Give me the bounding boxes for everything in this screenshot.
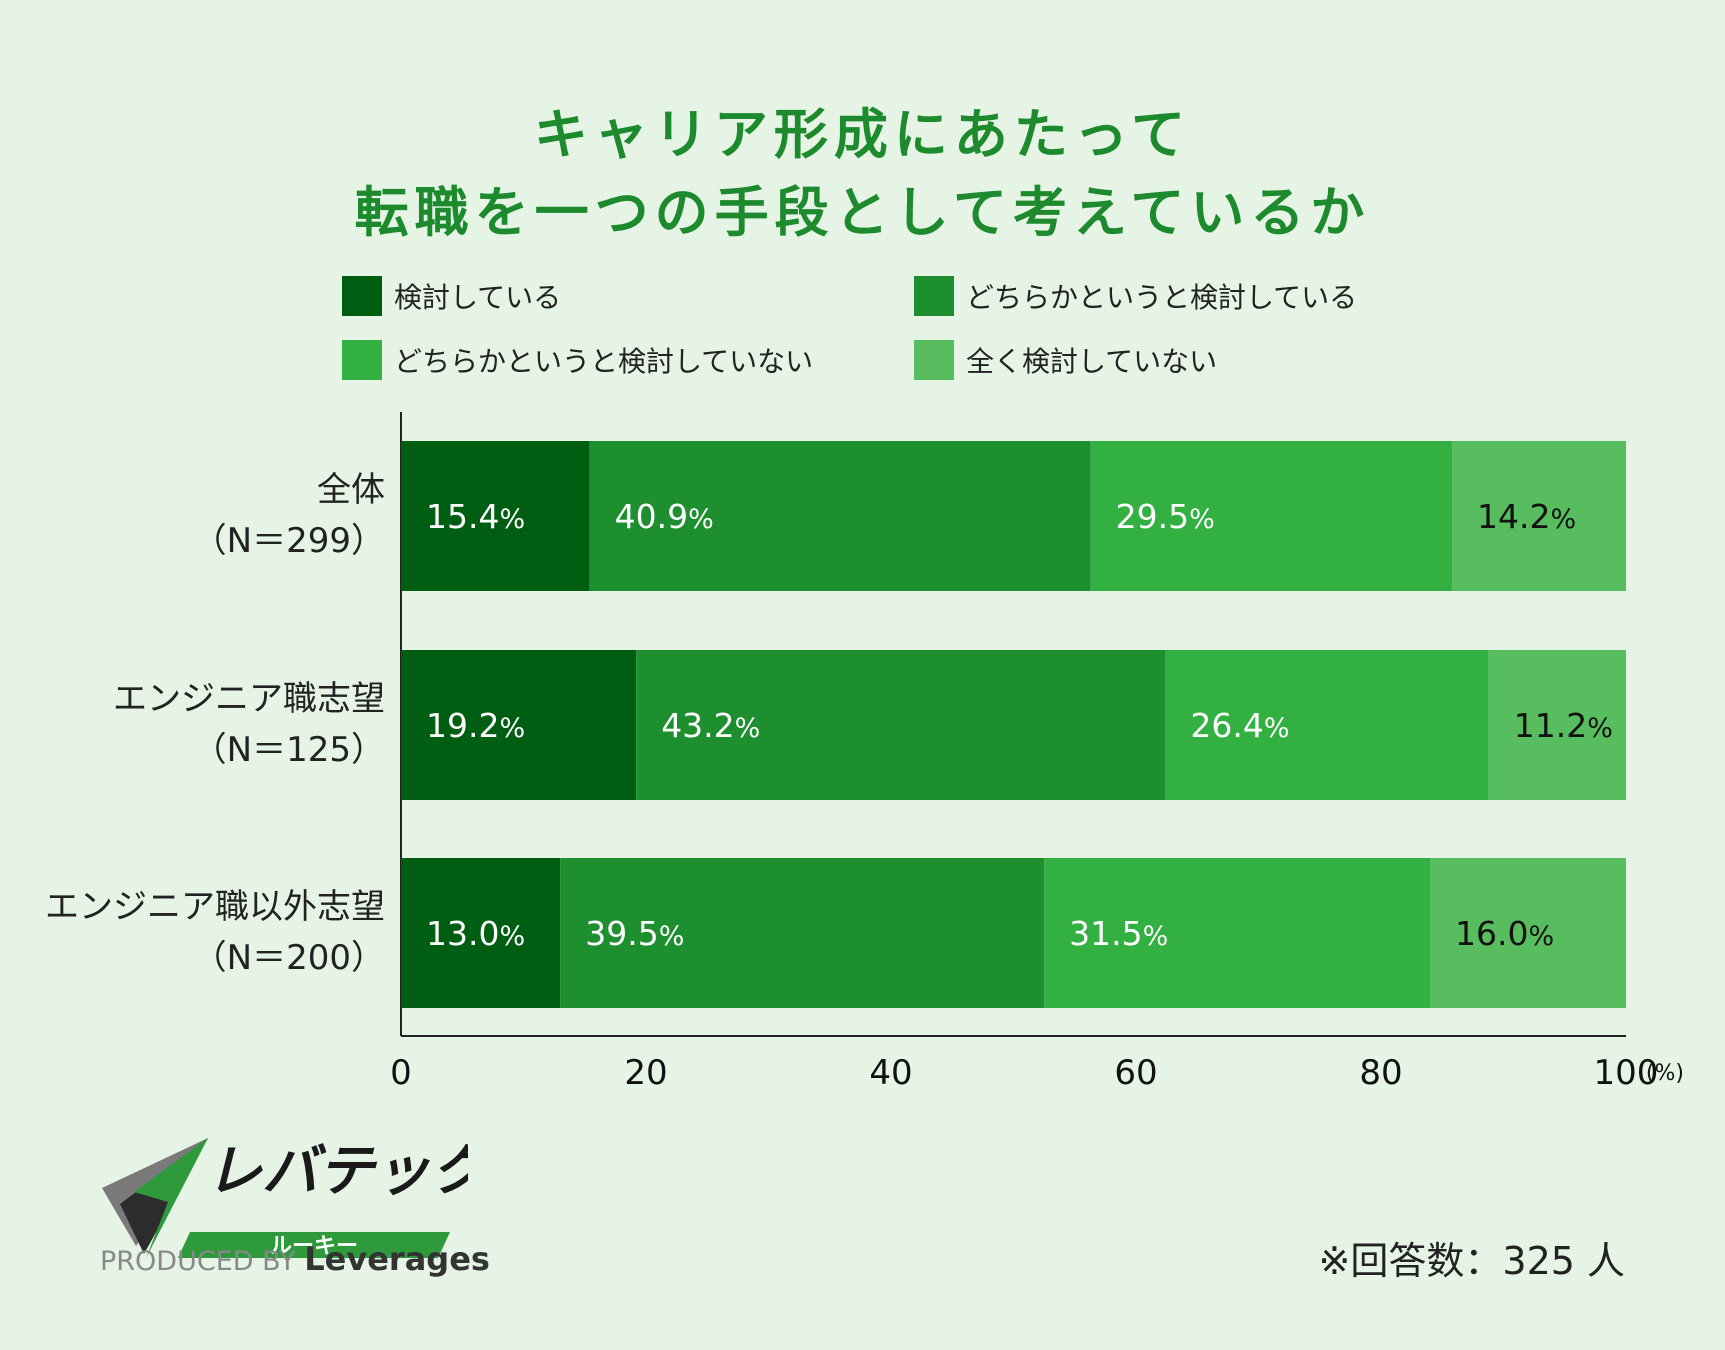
bar-segment-2-2 (636, 650, 1166, 800)
chart-title-line-1: キャリア形成にあたって (533, 103, 1192, 166)
legend-label-4: 全く検討していない (966, 345, 1218, 378)
bar-segment-2-3 (1165, 650, 1489, 800)
logo-rookie-text: ルーキー (270, 1234, 358, 1259)
x-tick-label-80: 80 (1359, 1053, 1402, 1093)
bar-segment-3-2 (560, 858, 1045, 1008)
data-label-3-1: 13.0% (426, 914, 525, 953)
bar-segment-1-3 (1090, 441, 1453, 591)
legend-item-4: 全く検討していない (914, 340, 1217, 380)
x-tick-label-20: 20 (624, 1053, 667, 1093)
x-tick-label-60: 60 (1114, 1053, 1157, 1093)
legend-label-1: 検討している (394, 281, 562, 314)
bar-segment-2-4 (1488, 650, 1626, 800)
category-label-3: エンジニア職以外志望 (45, 887, 385, 927)
produced-by: PRODUCED BY Leverages (100, 1240, 490, 1278)
data-label-1-3: 29.5% (1116, 497, 1215, 536)
respondents-note: ※回答数：325 人 (1318, 1239, 1625, 1283)
bar-segment-1-4 (1452, 441, 1626, 591)
chart-title-line-2: 転職を一つの手段として考えているか (354, 181, 1371, 244)
legend-item-1: 検討している (342, 276, 561, 316)
legend-swatch-4 (914, 340, 954, 380)
legend-item-3: どちらかというと検討していない (342, 340, 813, 380)
x-tick-label-100: 100 (1594, 1053, 1659, 1093)
legend-item-2: どちらかというと検討している (914, 276, 1357, 316)
category-n-1: （N＝299） (193, 521, 385, 561)
bar-segment-3-1 (401, 858, 561, 1008)
legend-label-3: どちらかというと検討していない (394, 345, 814, 378)
category-n-2: （N＝125） (193, 730, 385, 770)
x-tick-label-40: 40 (869, 1053, 912, 1093)
data-label-2-2: 43.2% (661, 706, 760, 745)
legend-swatch-2 (914, 276, 954, 316)
legend-label-2: どちらかというと検討している (966, 281, 1358, 314)
legend-swatch-1 (342, 276, 382, 316)
bar-segment-2-1 (401, 650, 637, 800)
data-label-1-2: 40.9% (615, 497, 714, 536)
data-label-2-4: 11.2% (1514, 706, 1613, 745)
data-label-2-3: 26.4% (1190, 706, 1289, 745)
data-label-1-4: 14.2% (1477, 497, 1576, 536)
logo-rookie-band (178, 1232, 450, 1258)
category-n-3: （N＝200） (193, 938, 385, 978)
data-label-2-1: 19.2% (426, 706, 525, 745)
produced-by-company: Leverages (304, 1240, 490, 1278)
x-axis-unit: (%) (1646, 1061, 1684, 1086)
bar-segment-3-4 (1430, 858, 1626, 1008)
bar-segment-1-1 (401, 441, 590, 591)
data-label-3-4: 16.0% (1455, 914, 1554, 953)
data-label-1-1: 15.4% (426, 497, 525, 536)
logo-check-icon (134, 1138, 208, 1258)
x-tick-label-0: 0 (390, 1053, 412, 1093)
data-label-3-2: 39.5% (585, 914, 684, 953)
category-label-1: 全体 (317, 470, 385, 510)
data-label-3-3: 31.5% (1069, 914, 1168, 953)
legend-swatch-3 (342, 340, 382, 380)
produced-by-label: PRODUCED BY (100, 1246, 296, 1277)
category-label-2: エンジニア職志望 (113, 679, 385, 719)
levtech-rookie-logo: レバテック ルーキー (102, 1138, 468, 1259)
logo-wordmark: レバテック (206, 1139, 468, 1204)
bar-segment-1-2 (589, 441, 1091, 591)
bar-segment-3-3 (1044, 858, 1430, 1008)
